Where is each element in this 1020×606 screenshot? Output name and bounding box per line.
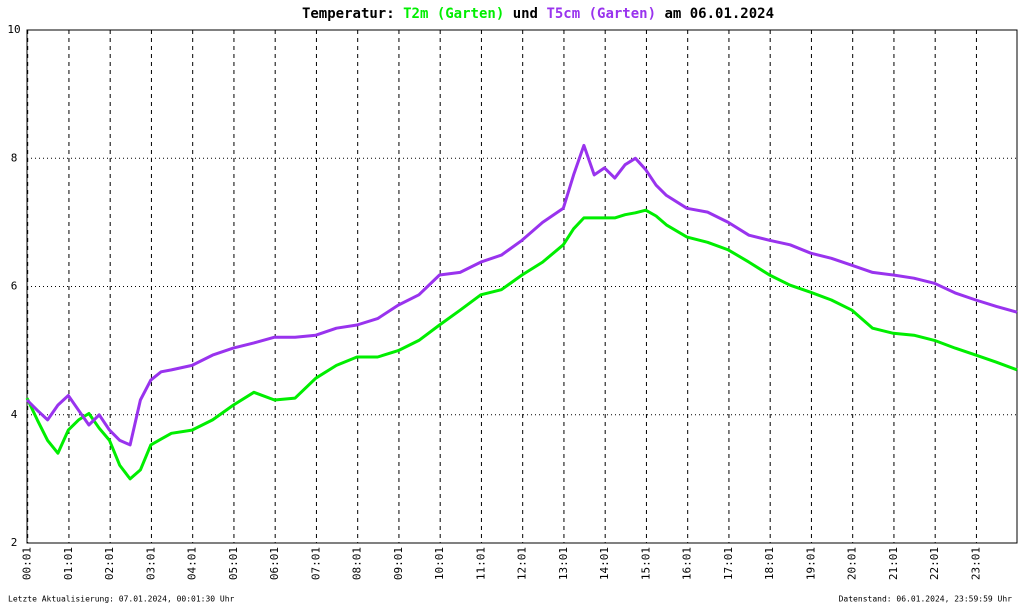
x-tick-label: 00:01 [21,547,34,580]
legend-entry: T2m (Garten) [403,6,504,22]
x-tick-label: 12:01 [516,547,529,580]
title-text: am 06.01.2024 [664,6,774,22]
footer-left: Letzte Aktualisierung: 07.01.2024, 00:01… [8,595,235,604]
x-tick-label: 07:01 [309,547,322,580]
series-line [25,208,1018,481]
x-tick-label: 15:01 [639,547,652,580]
y-tick-label: 8 [11,151,18,164]
y-tick-label: 6 [11,280,18,293]
x-tick-label: 09:01 [392,547,405,580]
x-tick-label: 19:01 [804,547,817,580]
x-tick-label: 18:01 [763,547,776,580]
chart-title: Temperatur: T2m (Garten) und T5cm (Garte… [302,6,774,22]
x-tick-label: 23:01 [969,547,982,580]
y-tick-label: 10 [7,23,20,36]
x-tick-label: 05:01 [227,547,240,580]
legend-entry: T5cm (Garten) [546,6,656,22]
title-text: Temperatur: [302,6,395,22]
x-tick-label: 04:01 [186,547,199,580]
x-tick-label: 06:01 [268,547,281,580]
x-tick-label: 11:01 [474,547,487,580]
y-tick-label: 4 [11,408,18,421]
plot-frame [26,29,1018,544]
y-tick-label: 2 [11,536,18,549]
x-tick-label: 17:01 [722,547,735,580]
x-tick-label: 13:01 [557,547,570,580]
x-tick-label: 14:01 [598,547,611,580]
series-line [25,143,1018,447]
x-tick-label: 22:01 [928,547,941,580]
x-tick-label: 10:01 [433,547,446,580]
x-tick-label: 08:01 [351,547,364,580]
x-tick-label: 20:01 [846,547,859,580]
x-tick-label: 03:01 [144,547,157,580]
x-tick-label: 01:01 [62,547,75,580]
x-tick-label: 02:01 [103,547,116,580]
footer-right: Datenstand: 06.01.2024, 23:59:59 Uhr [839,595,1013,604]
x-tick-label: 16:01 [681,547,694,580]
x-tick-label: 21:01 [887,547,900,580]
title-text: und [513,6,538,22]
